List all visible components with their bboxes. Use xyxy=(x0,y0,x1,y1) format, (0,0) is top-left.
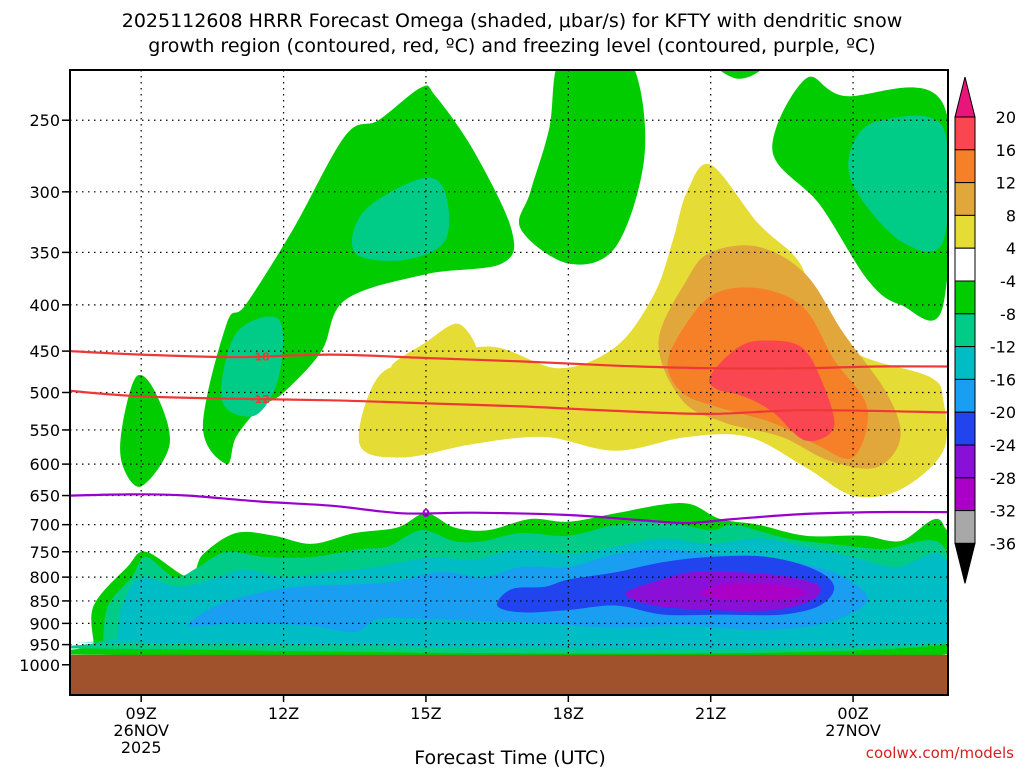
colorbar-label--32: -32 xyxy=(990,502,1016,521)
colorbar-bin-12-to-16 xyxy=(954,149,976,184)
isotherm-label-0: 0 xyxy=(422,507,430,520)
y-tick-label-1000: 1000 xyxy=(19,656,60,675)
colorbar: 20 16 12 8 4 -4 -8 -12 -16 -20 -24 -28 -32 -36 xyxy=(954,76,1016,584)
y-tick-label-800: 800 xyxy=(29,568,60,587)
colorbar-label-8: 8 xyxy=(1006,206,1016,225)
colorbar-label--20: -20 xyxy=(990,403,1016,422)
x-date-label-00Z: 27NOV xyxy=(825,721,881,740)
x-tick-label-12Z: 12Z xyxy=(268,704,299,723)
y-tick-label-600: 600 xyxy=(29,455,60,474)
colorbar-label-20: 20 xyxy=(996,108,1016,127)
isotherm-label--12: -12 xyxy=(250,393,270,406)
isotherm-label--18: -18 xyxy=(250,351,270,364)
omega-region-teal-left-small xyxy=(221,316,284,417)
omega-region-teal-upper-mid xyxy=(351,177,450,261)
colorbar-label--24: -24 xyxy=(990,436,1016,455)
omega-region-green-left-lobe xyxy=(120,374,171,487)
y-tick-label-250: 250 xyxy=(29,111,60,130)
y-tick-label-950: 950 xyxy=(29,636,60,655)
omega-region-violet-core xyxy=(700,582,806,602)
colorbar-label--36: -36 xyxy=(990,534,1016,553)
y-tick-label-750: 750 xyxy=(29,543,60,562)
x-tick-label-15Z: 15Z xyxy=(410,704,441,723)
omega-region-green-mid-top xyxy=(519,70,646,265)
y-tick-label-650: 650 xyxy=(29,487,60,506)
credit-text: coolwx.com/models xyxy=(866,744,1014,762)
colorbar-label-4: 4 xyxy=(1006,239,1016,258)
terrain-block xyxy=(70,654,948,695)
y-tick-label-350: 350 xyxy=(29,243,60,262)
colorbar-label--28: -28 xyxy=(990,469,1016,488)
colorbar-top-arrow xyxy=(954,76,976,118)
omega-region-green-top-right xyxy=(719,70,761,79)
x-tick-label-00Z: 00Z xyxy=(837,704,868,723)
colorbar-label--12: -12 xyxy=(990,338,1016,357)
x-year-label-09Z: 2025 xyxy=(121,738,162,757)
chart-title-line-2: growth region (contoured, red, ºC) and f… xyxy=(148,35,875,57)
y-tick-label-700: 700 xyxy=(29,516,60,535)
y-tick-label-400: 400 xyxy=(29,296,60,315)
isotherm--12 xyxy=(70,389,948,416)
y-tick-label-550: 550 xyxy=(29,421,60,440)
colorbar-bin--4-to-4 xyxy=(954,247,976,282)
colorbar-bin--16-to--12 xyxy=(954,346,976,380)
plot-frame xyxy=(69,69,949,696)
colorbar-bin-4-to-8 xyxy=(954,214,976,249)
y-tick-label-850: 850 xyxy=(29,592,60,611)
x-date-label-09Z: 26NOV xyxy=(113,721,169,740)
colorbar-bin--12-to--8 xyxy=(954,313,976,348)
colorbar-bin--32-to--28 xyxy=(954,477,976,512)
isotherm-0 xyxy=(70,493,948,525)
x-tick-label-09Z: 09Z xyxy=(126,704,157,723)
colorbar-bin--8-to--4 xyxy=(954,280,976,315)
x-tick-label-21Z: 21Z xyxy=(695,704,726,723)
x-axis-label: Forecast Time (UTC) xyxy=(414,747,605,768)
colorbar-bin--24-to--20 xyxy=(954,411,976,446)
colorbar-bin--20-to--16 xyxy=(954,378,976,413)
colorbar-label--4: -4 xyxy=(1000,272,1016,291)
chart-title-line-1: 2025112608 HRRR Forecast Omega (shaded, … xyxy=(122,10,903,32)
isotherm--18 xyxy=(70,350,948,370)
y-tick-label-500: 500 xyxy=(29,383,60,402)
colorbar-label--8: -8 xyxy=(1000,305,1016,324)
y-tick-label-900: 900 xyxy=(29,614,60,633)
y-tick-label-450: 450 xyxy=(29,342,60,361)
colorbar-bin-8-to-12 xyxy=(954,182,976,216)
colorbar-bin--36-to--32 xyxy=(954,510,976,544)
y-tick-label-300: 300 xyxy=(29,183,60,202)
colorbar-bin--28-to--24 xyxy=(954,444,976,479)
omega-region-teal-right-upper xyxy=(848,115,948,252)
colorbar-bottom-arrow xyxy=(954,542,976,584)
plot-area: -18 -12 0 xyxy=(70,70,948,695)
colorbar-label-12: 12 xyxy=(996,174,1016,193)
omega-region-red-core xyxy=(708,340,835,442)
colorbar-label--16: -16 xyxy=(990,370,1016,389)
x-tick-label-18Z: 18Z xyxy=(553,704,584,723)
colorbar-bin-16-to-20 xyxy=(954,116,976,151)
colorbar-label-16: 16 xyxy=(996,141,1016,160)
